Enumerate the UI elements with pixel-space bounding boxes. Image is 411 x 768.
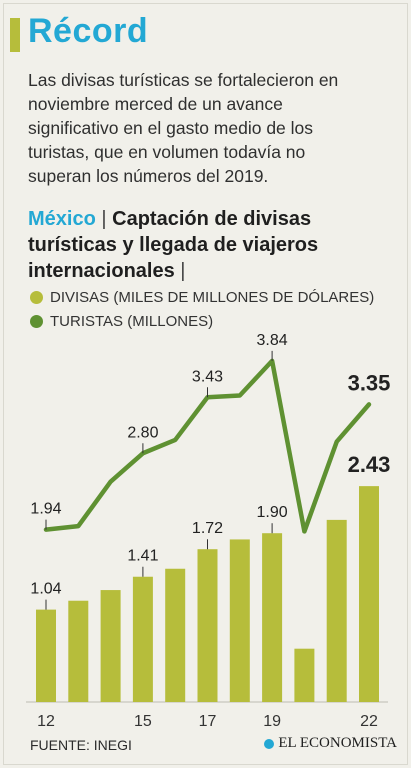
x-tick-15: 15 bbox=[134, 713, 152, 730]
chart-legend: DIVISAS (MILES DE MILLONES DE DÓLARES) T… bbox=[30, 285, 374, 333]
data-label-1.41: 1.41 bbox=[127, 548, 158, 565]
data-label-1.90: 1.90 bbox=[257, 504, 288, 521]
page-title: Récord bbox=[28, 12, 149, 50]
heading-trailing-separator: | bbox=[180, 260, 186, 282]
brand-name: EL ECONOMISTA bbox=[278, 735, 397, 751]
x-tick-12: 12 bbox=[37, 713, 55, 730]
line-turistas bbox=[43, 358, 372, 534]
bar-15 bbox=[132, 576, 153, 702]
legend-label-turistas: TURISTAS (MILLONES) bbox=[50, 312, 214, 330]
data-label-3.84: 3.84 bbox=[257, 332, 288, 349]
legend-item-divisas: DIVISAS (MILES DE MILLONES DE DÓLARES) bbox=[30, 285, 374, 309]
data-label-1.72: 1.72 bbox=[192, 520, 223, 537]
bar-17 bbox=[197, 549, 218, 702]
data-label-3.35: 3.35 bbox=[348, 370, 391, 395]
brand-icon bbox=[264, 738, 275, 749]
legend-swatch-turistas bbox=[30, 314, 43, 328]
bar-13 bbox=[68, 600, 89, 702]
x-tick-19: 19 bbox=[263, 713, 281, 730]
bar-18 bbox=[229, 539, 250, 702]
graphic-frame bbox=[3, 3, 408, 765]
title-accent-bar bbox=[10, 18, 20, 52]
heading-text: Captación de divisas turísticas y llegad… bbox=[28, 208, 319, 282]
data-label-3.43: 3.43 bbox=[192, 368, 223, 385]
heading-separator: | bbox=[101, 208, 107, 230]
source-note: FUENTE: INEGI bbox=[30, 737, 132, 753]
bar-20 bbox=[294, 648, 315, 702]
data-label-2.43: 2.43 bbox=[348, 452, 391, 477]
bar-12 bbox=[36, 609, 56, 702]
heading-country: México bbox=[28, 208, 96, 230]
legend-swatch-divisas bbox=[30, 290, 43, 304]
description: Las divisas turísticas se fortalecieron … bbox=[28, 70, 339, 186]
bar-21 bbox=[326, 519, 347, 702]
bar-16 bbox=[165, 568, 186, 702]
legend-label-divisas: DIVISAS (MILES DE MILLONES DE DÓLARES) bbox=[50, 288, 375, 306]
bar-14 bbox=[100, 590, 121, 702]
bar-19 bbox=[262, 533, 283, 702]
data-label-1.04: 1.04 bbox=[30, 581, 61, 598]
data-label-1.94: 1.94 bbox=[30, 501, 61, 518]
data-label-2.80: 2.80 bbox=[127, 424, 158, 441]
bar-22 bbox=[359, 486, 379, 702]
x-tick-17: 17 bbox=[199, 713, 217, 730]
x-tick-22: 22 bbox=[360, 713, 378, 730]
brand-logo: EL ECONOMISTA bbox=[264, 735, 397, 752]
chart-heading: México | Captación de divisas turísticas… bbox=[28, 206, 400, 284]
legend-item-turistas: TURISTAS (MILLONES) bbox=[30, 309, 374, 333]
